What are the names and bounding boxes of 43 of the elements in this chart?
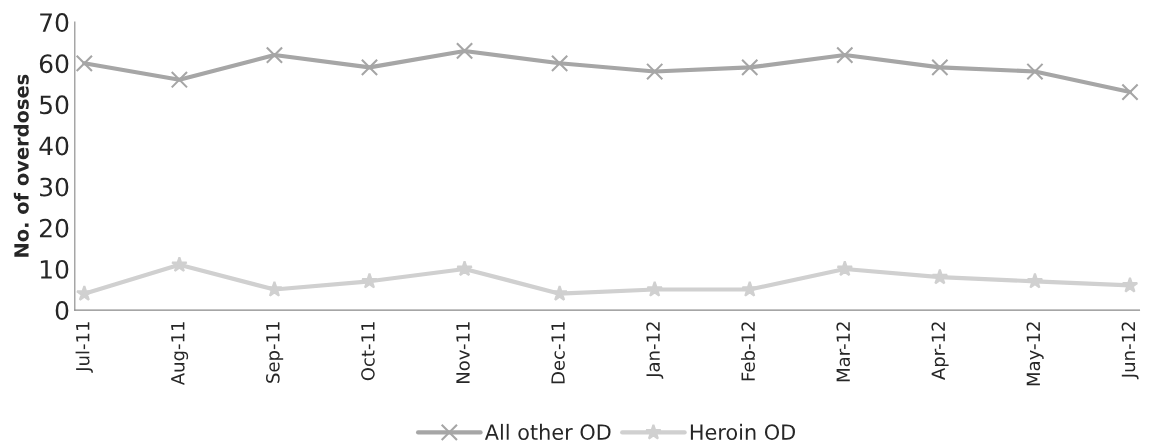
y-tick-label: 10	[40, 259, 69, 279]
x-tick-label: Nov-11	[456, 322, 470, 383]
legend-label: All other OD	[484, 423, 611, 440]
x-tick-label: Feb-12	[741, 322, 755, 381]
x-tick-label: Dec-11	[551, 322, 565, 384]
x-tick-label: Mar-12	[836, 322, 851, 382]
point	[171, 256, 188, 273]
point	[931, 58, 949, 77]
point	[1121, 83, 1139, 101]
y-tick-label: 60	[39, 54, 69, 74]
y-tick-label: 70	[40, 13, 69, 32]
y-axis-title: No. of overdoses	[13, 74, 29, 257]
y-tick-label: 0	[55, 301, 69, 320]
x-tick-label: Jun-12	[1121, 322, 1139, 380]
x-tick-label: Jul-11	[75, 322, 93, 373]
x-tick-label: May-12	[1026, 322, 1044, 386]
y-tick-label: 20	[39, 218, 69, 238]
point	[360, 58, 379, 77]
point	[1026, 272, 1044, 289]
point	[170, 71, 189, 89]
point	[741, 58, 759, 77]
legend-label: Heroin OD	[690, 423, 795, 440]
x-tick-label: Aug-11	[171, 322, 189, 386]
point	[931, 268, 949, 285]
x-tick-label: Oct-11	[361, 322, 375, 381]
point	[75, 54, 93, 72]
x-tick-label: Apr-12	[931, 322, 949, 380]
point	[1026, 62, 1044, 81]
point	[836, 260, 854, 277]
point	[456, 260, 473, 277]
point	[646, 280, 663, 297]
x-tick-label: Sep-11	[266, 322, 284, 383]
point	[361, 272, 378, 289]
x-tick-label: Jan-12	[646, 322, 664, 379]
point	[1121, 276, 1139, 293]
point	[455, 42, 474, 60]
point	[550, 54, 569, 72]
point	[836, 46, 854, 64]
point	[646, 62, 664, 81]
y-tick-label: 30	[40, 177, 69, 197]
y-tick-label: 40	[39, 136, 69, 156]
y-tick-label: 50	[40, 95, 69, 115]
point	[265, 46, 284, 64]
